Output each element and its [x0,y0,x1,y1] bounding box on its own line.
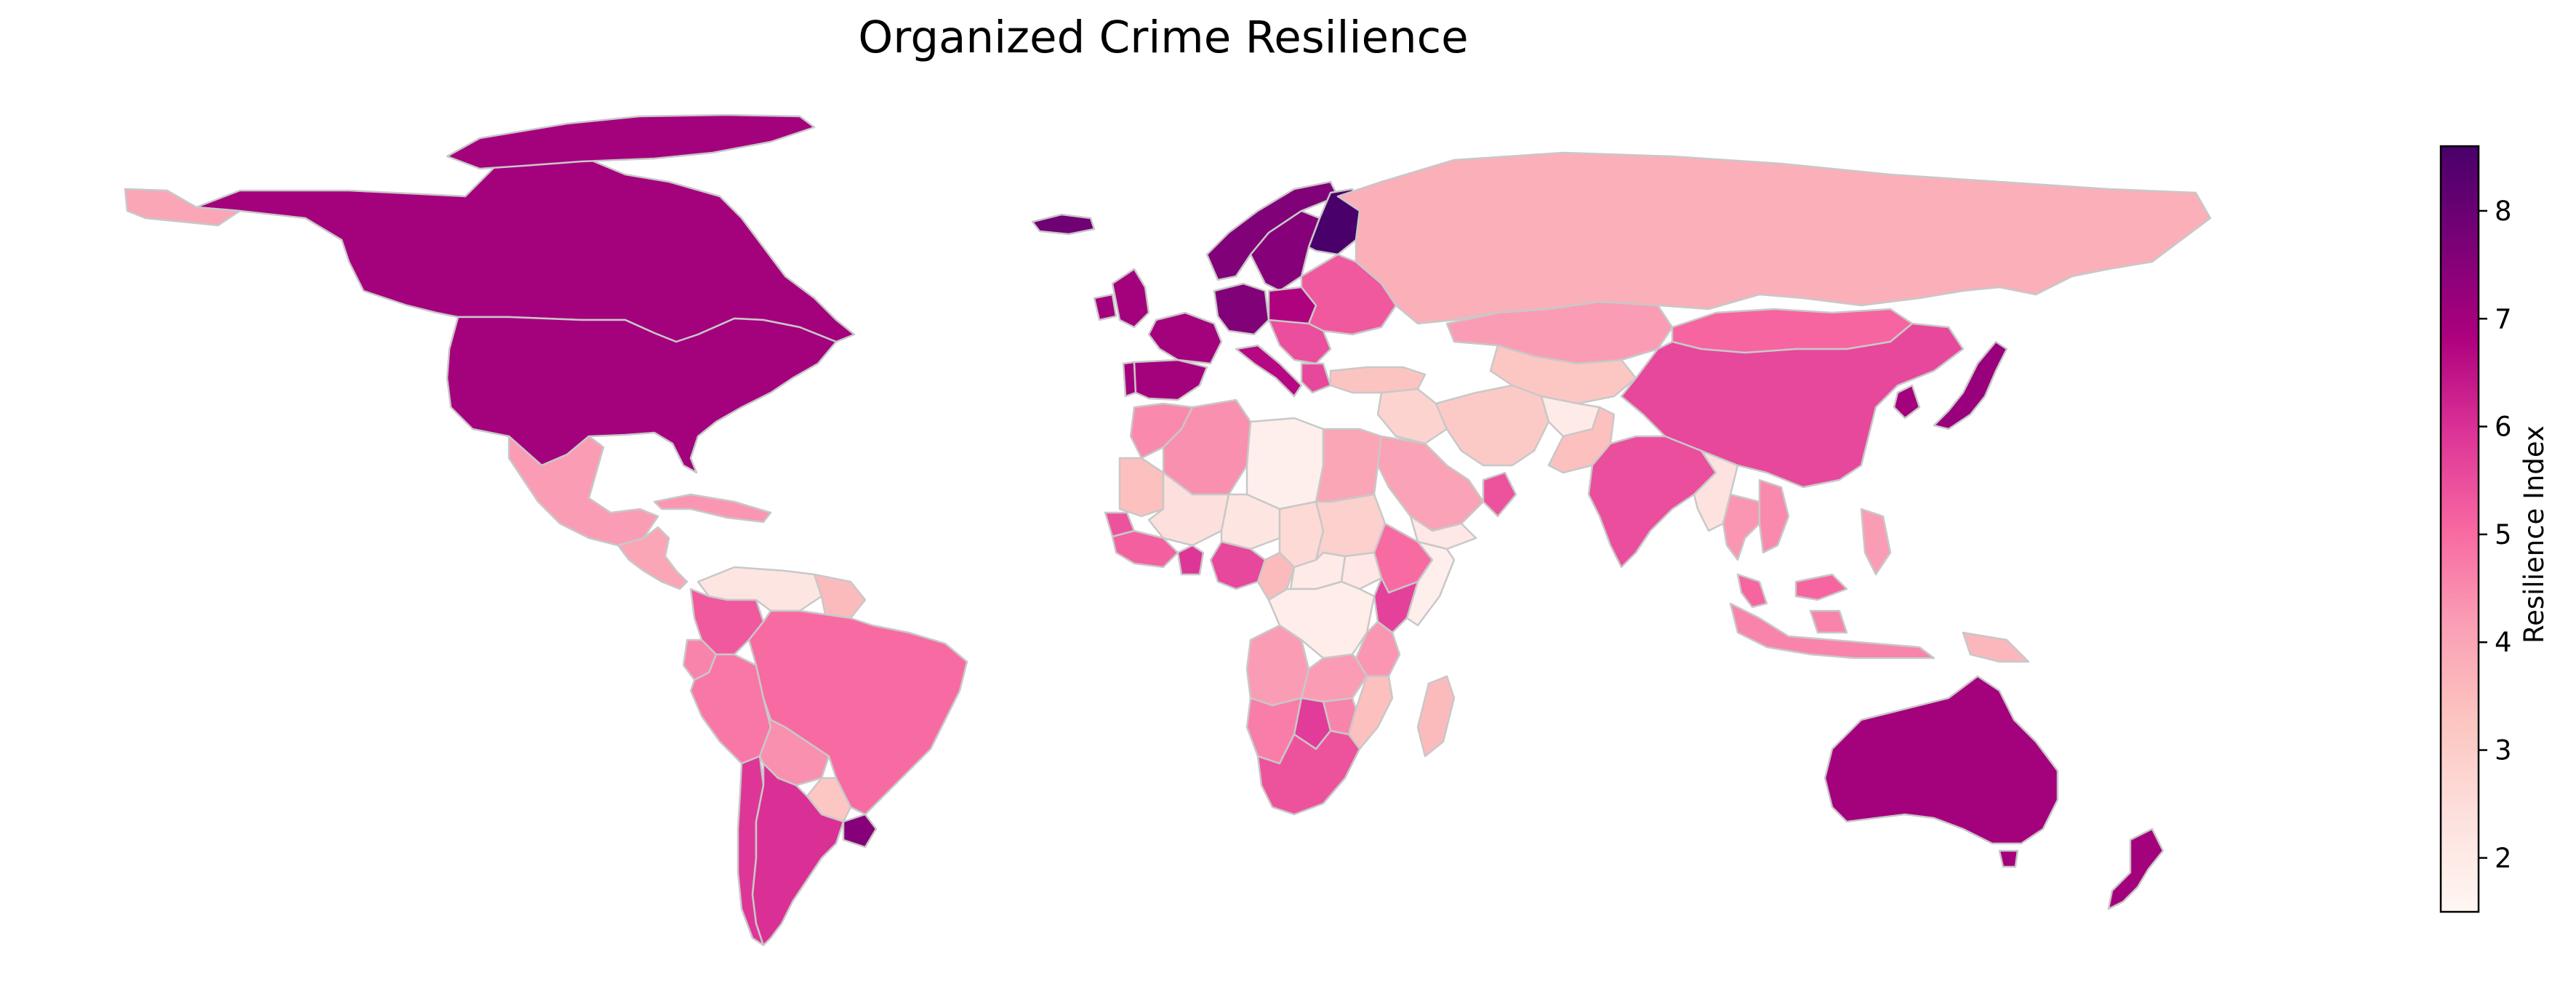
region-zambia [1300,653,1368,703]
region-spain [1133,358,1208,401]
region-greece [1300,362,1332,394]
region-myanmar [1693,449,1739,532]
colorbar-label: Resilience Index [2519,425,2550,644]
region-uruguay [842,813,878,849]
region-russia [1336,151,2212,325]
region-ireland [1093,293,1118,321]
region-canada [195,155,856,343]
region-iran [1435,384,1550,467]
region-alaska [124,188,241,227]
region-niger [1220,493,1281,550]
region-iraq-and-syria [1376,388,1448,445]
region-philippines [1860,508,1892,576]
region-egypt [1315,428,1383,503]
region-australia [1998,849,2019,868]
region-south-africa [1256,729,1361,816]
region-bolivia [758,697,830,787]
region-india [1587,435,1717,569]
region-ghana [1176,544,1205,576]
region-greenland [446,113,816,170]
colorbar-tick-label: 7 [2495,303,2512,334]
region-japan [1933,340,2008,430]
region-papua-new-guinea [1962,631,2030,663]
region-central-asia [1489,344,1637,405]
region-thailand [1722,493,1761,561]
region-eastern-europe [1300,253,1397,336]
map-title: Organized Crime Resilience [858,12,1469,63]
region-new-zealand [2107,827,2164,910]
region-west-africa-coast [1111,529,1179,569]
colorbar-tick-label: 8 [2495,196,2512,227]
region-oman [1482,471,1517,518]
region-australia [1823,675,2059,845]
colorbar-tick-label: 6 [2495,412,2512,443]
region-mauritania [1118,457,1165,518]
colorbar-tick-label: 4 [2495,627,2512,658]
region-united-states [446,316,838,474]
colorbar-tick-label: 2 [2495,843,2512,874]
colorbar-tick-label: 3 [2495,735,2512,766]
region-norway [1205,180,1339,281]
region-vietnam [1758,478,1790,554]
region-madagascar [1416,675,1456,758]
colorbar: 2 3 4 5 6 7 8 [2439,145,2512,913]
region-guyana [813,573,867,620]
region-libya [1245,417,1325,510]
region-france [1147,311,1223,365]
region-central-america [617,526,689,590]
region-italy [1235,344,1303,398]
region-argentina [751,762,845,947]
region-south-sudan [1340,551,1383,590]
region-south-korea [1893,384,1921,420]
colorbar-tick-label: 5 [2495,519,2512,550]
region-germany [1213,282,1270,336]
region-iceland [1031,213,1096,236]
region-malaysia [1736,573,1848,609]
region-nigeria [1209,540,1267,590]
region-caribbean [653,493,772,524]
colorbar-gradient [2439,145,2480,913]
region-balkans [1267,318,1332,365]
region-united-kingdom [1111,268,1150,329]
region-layer [124,113,2212,947]
region-kenya [1373,577,1419,634]
region-mexico [507,435,659,547]
region-indonesia [1729,602,1935,660]
region-somalia [1405,540,1456,627]
